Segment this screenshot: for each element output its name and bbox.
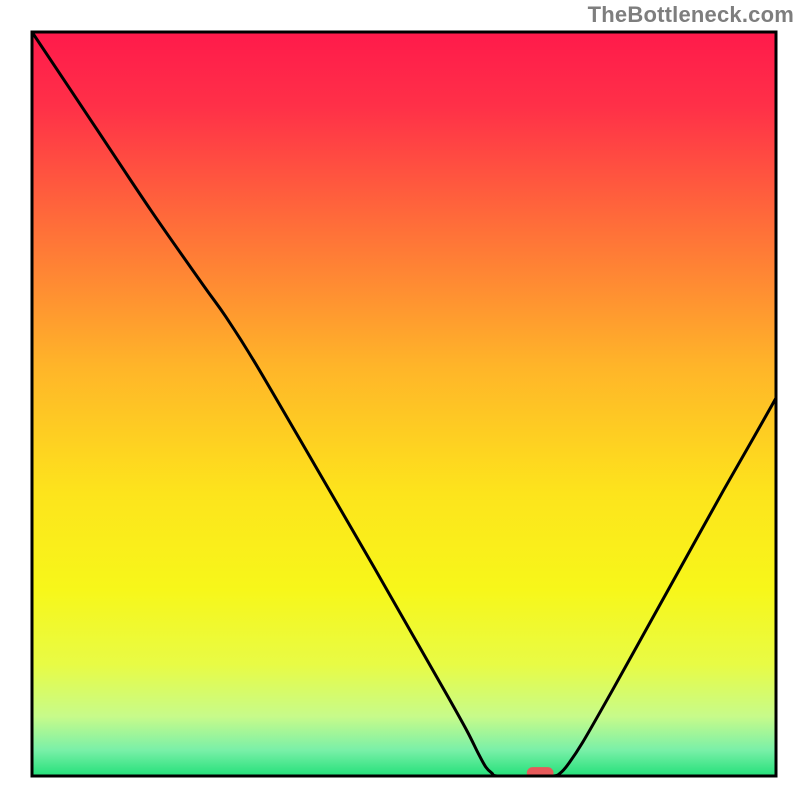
bottleneck-chart: TheBottleneck.com	[0, 0, 800, 800]
chart-svg	[0, 0, 800, 800]
plot-area	[32, 32, 776, 779]
gradient-background	[32, 32, 776, 776]
